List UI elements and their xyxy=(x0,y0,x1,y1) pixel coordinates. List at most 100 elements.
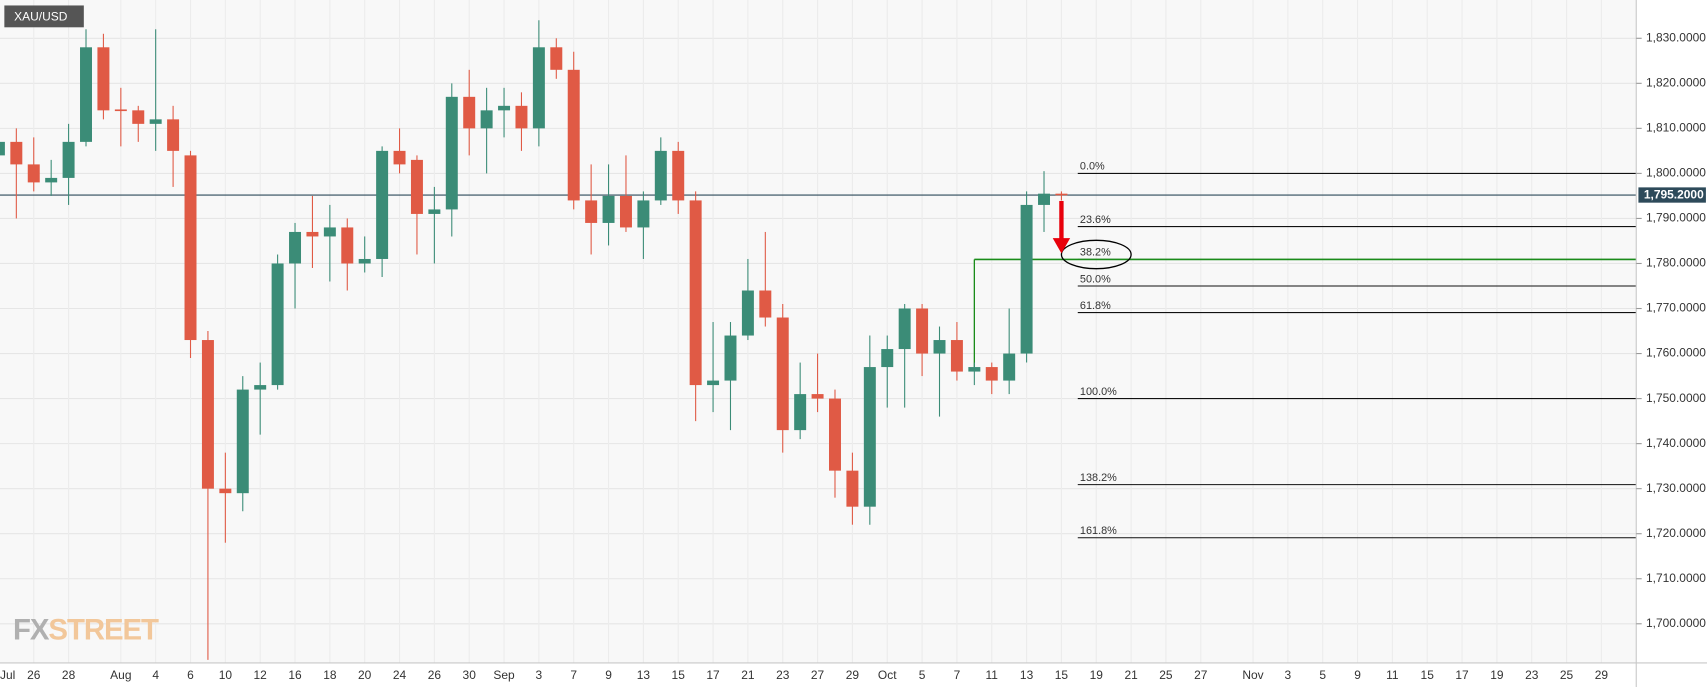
chart-title: XAU/USD xyxy=(14,10,68,24)
y-tick-label: 1,740.0000 xyxy=(1646,436,1706,450)
watermark-fx: FX xyxy=(13,613,50,646)
candle-body xyxy=(10,141,23,165)
candle-body xyxy=(184,155,197,341)
x-tick-label: 18 xyxy=(323,668,337,682)
x-tick-label: Aug xyxy=(110,668,131,682)
candle-body xyxy=(1038,193,1051,205)
x-tick-label: 9 xyxy=(1354,668,1361,682)
x-tick-label: 21 xyxy=(741,668,755,682)
candle-body xyxy=(254,385,267,390)
candle-body xyxy=(776,317,789,431)
candle-body xyxy=(149,119,162,124)
fib-label: 38.2% xyxy=(1080,247,1111,259)
candle-body xyxy=(27,164,40,183)
candle-body xyxy=(167,119,180,151)
x-tick-label: 7 xyxy=(570,668,577,682)
candle-body xyxy=(863,367,876,507)
x-tick-label: 26 xyxy=(27,668,41,682)
candle-body xyxy=(428,209,441,214)
candle-body xyxy=(654,150,667,201)
candle-body xyxy=(289,231,302,264)
y-tick-label: 1,800.0000 xyxy=(1646,166,1706,180)
candle-body xyxy=(1003,353,1016,381)
candle-body xyxy=(480,110,493,129)
candle-body xyxy=(271,263,284,386)
x-tick-label: 10 xyxy=(219,668,233,682)
watermark: FXSTREET xyxy=(13,613,159,646)
x-tick-label: 11 xyxy=(986,668,999,682)
x-tick-label: Oct xyxy=(878,668,897,682)
candle-body xyxy=(968,367,981,372)
y-tick-label: 1,730.0000 xyxy=(1646,481,1706,495)
x-tick-label: 21 xyxy=(1124,668,1138,682)
x-tick-label: Sep xyxy=(493,668,515,682)
y-tick-label: 1,770.0000 xyxy=(1646,301,1706,315)
x-tick-label: 4 xyxy=(152,668,159,682)
fib-label: 61.8% xyxy=(1080,300,1111,312)
candle-body xyxy=(1020,204,1033,354)
x-tick-label: 5 xyxy=(919,668,926,682)
x-tick-label: 27 xyxy=(1194,668,1208,682)
x-tick-label: 19 xyxy=(1090,668,1104,682)
candle-body xyxy=(236,389,249,494)
fib-label: 100.0% xyxy=(1080,386,1117,398)
candle-body xyxy=(358,258,371,264)
candle-body xyxy=(741,290,754,336)
candle-body xyxy=(515,105,528,129)
candle-body xyxy=(829,398,841,471)
x-tick-label: 28 xyxy=(62,668,76,682)
x-tick-label: 15 xyxy=(1055,668,1069,682)
candle-body xyxy=(341,227,354,264)
x-tick-label: 5 xyxy=(1319,668,1326,682)
x-tick-label: Nov xyxy=(1242,668,1263,682)
y-tick-label: 1,780.0000 xyxy=(1646,256,1706,270)
x-tick-label: 29 xyxy=(1595,668,1609,682)
y-tick-label: 1,830.0000 xyxy=(1646,30,1706,44)
arrow-head xyxy=(1052,238,1071,254)
x-tick-label: 7 xyxy=(954,668,961,682)
candle-body xyxy=(445,96,458,210)
y-tick-label: 1,750.0000 xyxy=(1646,391,1706,405)
watermark-street: STREET xyxy=(48,613,159,646)
candle-body xyxy=(62,141,75,178)
candle-body xyxy=(410,159,423,214)
y-tick-label: 1,820.0000 xyxy=(1646,75,1706,89)
candle-body xyxy=(637,200,650,228)
candle-body xyxy=(80,47,92,142)
candle-body xyxy=(463,96,476,129)
candle-body xyxy=(114,109,127,112)
x-tick-label: 11 xyxy=(1386,668,1399,682)
y-tick-label: 1,700.0000 xyxy=(1646,616,1706,630)
candle-body xyxy=(306,231,319,237)
x-tick-label: 20 xyxy=(358,668,372,682)
x-tick-label: 16 xyxy=(288,668,302,682)
symbol-badge xyxy=(4,5,84,28)
y-tick-label: 1,720.0000 xyxy=(1646,526,1706,540)
x-tick-label: 3 xyxy=(1285,668,1292,682)
candle-body xyxy=(759,290,772,318)
candle-body xyxy=(97,47,110,111)
candle-body xyxy=(619,195,632,228)
candle-body xyxy=(898,308,911,350)
x-tick-label: 26 xyxy=(428,668,442,682)
x-tick-label: 13 xyxy=(637,668,651,682)
candle-body xyxy=(132,110,145,124)
candle-body xyxy=(498,105,511,111)
x-tick-label: 27 xyxy=(811,668,825,682)
y-tick-label: 1,760.0000 xyxy=(1646,346,1706,360)
candle-body xyxy=(567,69,580,201)
candle-body xyxy=(0,141,5,156)
x-tick-label: 30 xyxy=(463,668,477,682)
candle-body xyxy=(985,367,998,381)
last-price-badge xyxy=(1638,187,1706,203)
candle-body xyxy=(950,340,963,372)
x-tick-label: 9 xyxy=(605,668,612,682)
fib-label: 138.2% xyxy=(1080,472,1117,484)
x-tick-label: 29 xyxy=(846,668,860,682)
x-tick-label: 24 xyxy=(393,668,407,682)
candle-body xyxy=(672,150,685,201)
candle-body xyxy=(323,227,336,237)
candle-body xyxy=(794,394,807,431)
candle-body xyxy=(846,470,859,507)
